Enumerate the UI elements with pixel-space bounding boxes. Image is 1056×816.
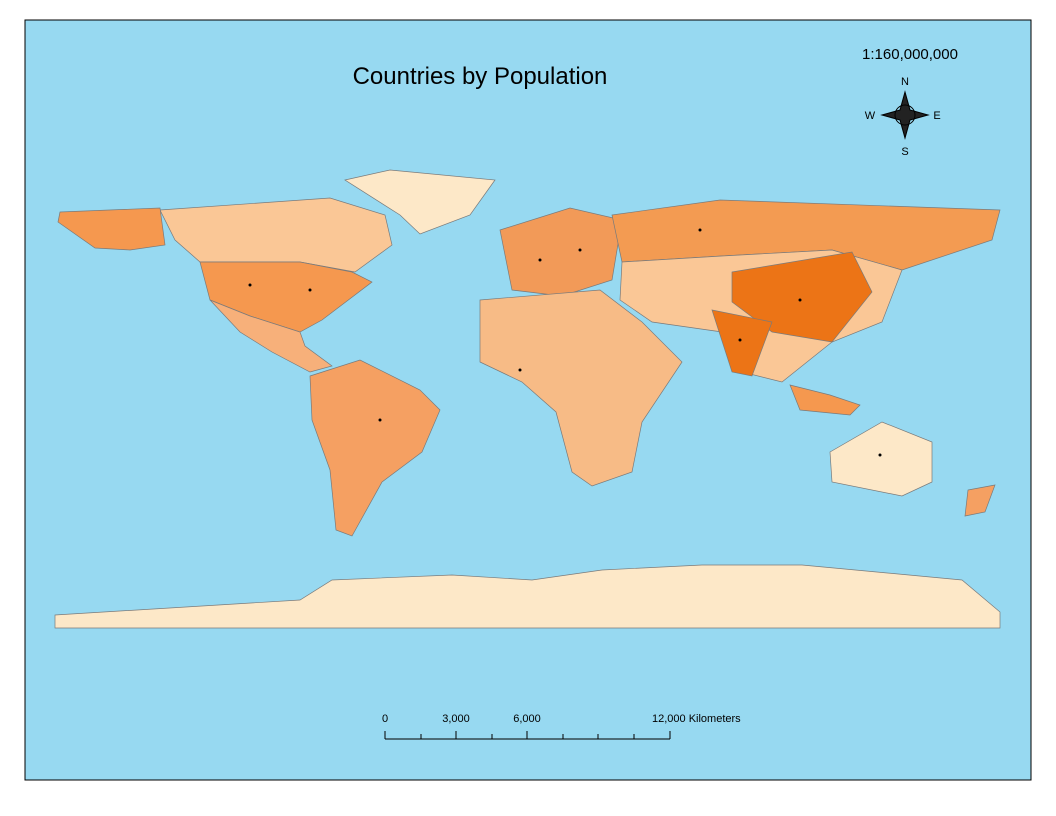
city xyxy=(698,228,702,232)
scale-label: 6,000 xyxy=(513,713,541,725)
map-title: Countries by Population xyxy=(353,63,608,90)
australia xyxy=(829,421,933,497)
new-zealand xyxy=(964,484,996,517)
alaska xyxy=(57,207,166,251)
antarctica xyxy=(54,564,1001,629)
china xyxy=(731,251,873,343)
europe xyxy=(499,207,623,297)
africa xyxy=(479,289,683,487)
scale-label: 12,000 Kilometers xyxy=(652,713,741,725)
compass-south: S xyxy=(901,146,908,158)
scale-text: 1:160,000,000 xyxy=(862,46,958,63)
city xyxy=(798,298,802,302)
compass-north: N xyxy=(901,76,909,88)
greenland xyxy=(344,169,496,235)
city xyxy=(378,418,382,422)
city-dots xyxy=(248,228,882,457)
scale-label: 3,000 xyxy=(442,713,470,725)
compass-west: W xyxy=(865,110,876,122)
indonesia xyxy=(789,384,861,416)
central-america xyxy=(209,299,333,373)
scale-bar: 0 3,000 6,000 12,000 Kilometers xyxy=(382,713,741,740)
city xyxy=(518,368,522,372)
india xyxy=(711,309,773,377)
city xyxy=(308,288,312,292)
south-america xyxy=(309,359,441,537)
compass-star xyxy=(880,90,930,140)
scale-label: 0 xyxy=(382,713,388,725)
canada xyxy=(159,197,393,273)
city xyxy=(538,258,542,262)
north-arrow: N S E W xyxy=(865,76,941,158)
city xyxy=(578,248,582,252)
city xyxy=(738,338,742,342)
city xyxy=(878,453,882,457)
compass-ring xyxy=(894,104,916,126)
world-map xyxy=(54,169,1001,629)
compass-east: E xyxy=(933,110,940,122)
map-frame xyxy=(24,19,1032,781)
city xyxy=(248,283,252,287)
